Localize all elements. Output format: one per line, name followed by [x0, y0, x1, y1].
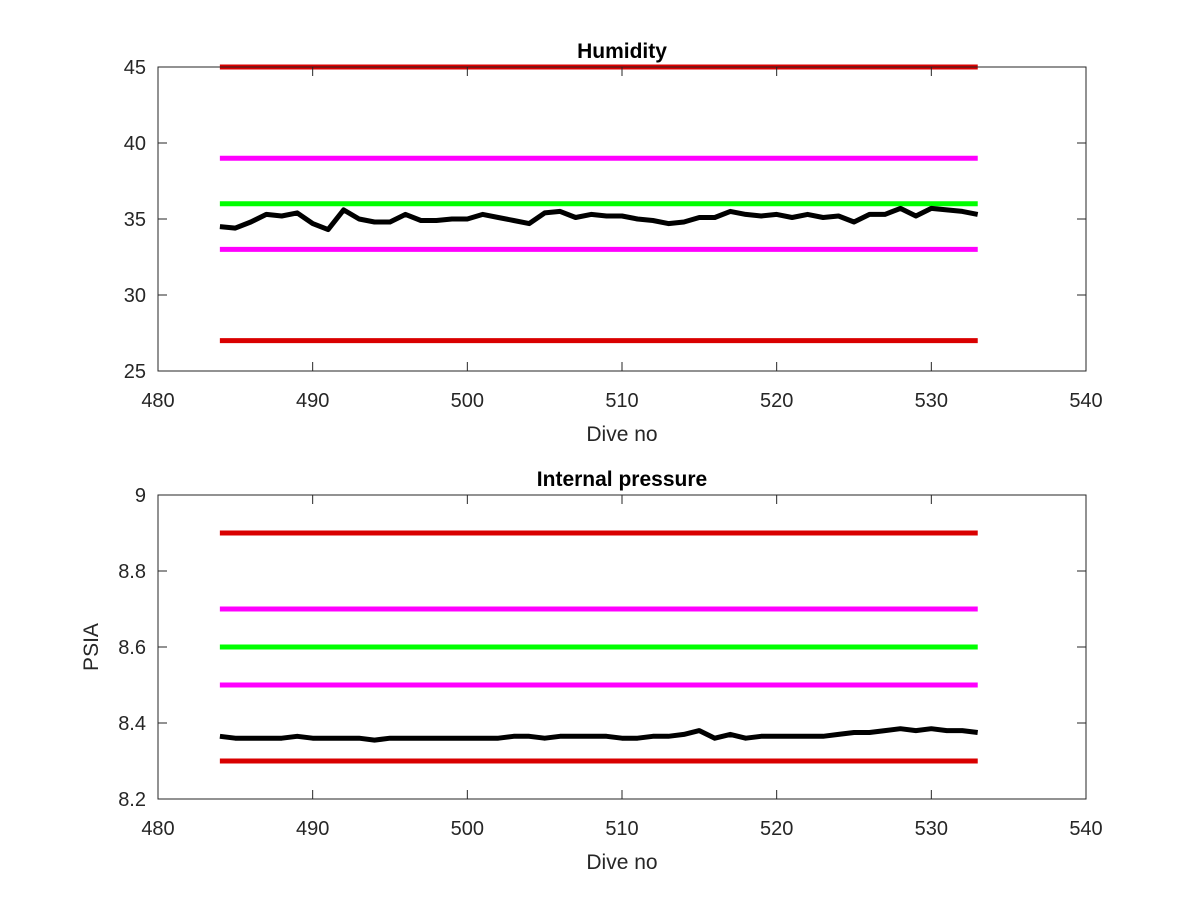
y-tick-label: 35: [124, 209, 146, 231]
chart-title: Internal pressure: [537, 468, 707, 491]
y-tick-label: 8.4: [118, 713, 146, 735]
y-tick-label: 9: [135, 485, 146, 507]
axes-box: [157, 66, 1087, 372]
x-tick-label: 500: [451, 818, 484, 840]
x-tick-label: 520: [760, 818, 793, 840]
x-tick-label: 530: [915, 818, 948, 840]
chart-title: Humidity: [577, 40, 667, 63]
x-axis-label: Dive no: [586, 851, 657, 874]
y-tick-label: 8.8: [118, 561, 146, 583]
x-tick-label: 540: [1069, 818, 1102, 840]
x-tick-label: 520: [760, 390, 793, 412]
chart-panel-2: 480 490 500 510 520 530 540 8.2 8.4 8.6 8.8 9 Intern…: [80, 468, 1103, 874]
x-tick-label: 480: [141, 390, 174, 412]
y-tick-label: 8.2: [118, 789, 146, 811]
x-tick-label: 490: [296, 390, 329, 412]
x-tick-label: 480: [141, 818, 174, 840]
data-series-line: [219, 205, 979, 233]
y-tick-label: 40: [124, 133, 146, 155]
x-tick-label: 510: [605, 390, 638, 412]
y-tick-label: 8.6: [118, 637, 146, 659]
x-tick-label: 490: [296, 818, 329, 840]
x-tick-label: 500: [451, 390, 484, 412]
y-tick-label: 45: [124, 57, 146, 79]
data-series-line: [219, 726, 979, 743]
y-tick-label: 25: [124, 361, 146, 383]
x-tick-label: 540: [1069, 390, 1102, 412]
x-tick-label: 530: [915, 390, 948, 412]
chart-panel-1: 480 490 500 510 520 530 540 25 30 35 40 45 Humidity D…: [124, 40, 1103, 446]
y-axis-label: PSIA: [80, 623, 103, 671]
x-tick-label: 510: [605, 818, 638, 840]
y-tick-label: 30: [124, 285, 146, 307]
x-axis-label: Dive no: [586, 423, 657, 446]
